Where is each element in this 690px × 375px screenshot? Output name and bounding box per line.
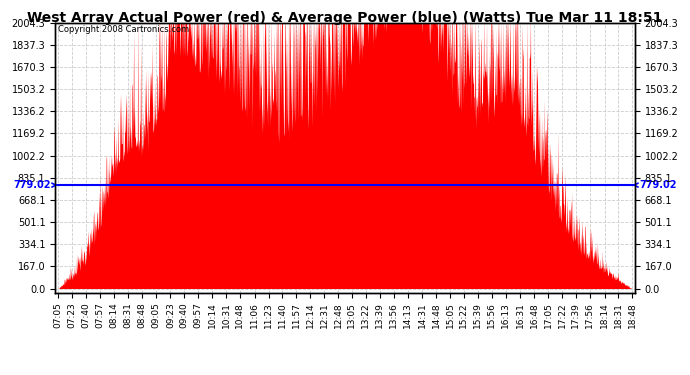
Text: 779.02: 779.02 xyxy=(633,180,677,190)
Text: Copyright 2008 Cartronics.com: Copyright 2008 Cartronics.com xyxy=(58,25,189,34)
Text: 779.02: 779.02 xyxy=(13,180,57,190)
Text: West Array Actual Power (red) & Average Power (blue) (Watts) Tue Mar 11 18:51: West Array Actual Power (red) & Average … xyxy=(28,11,662,25)
